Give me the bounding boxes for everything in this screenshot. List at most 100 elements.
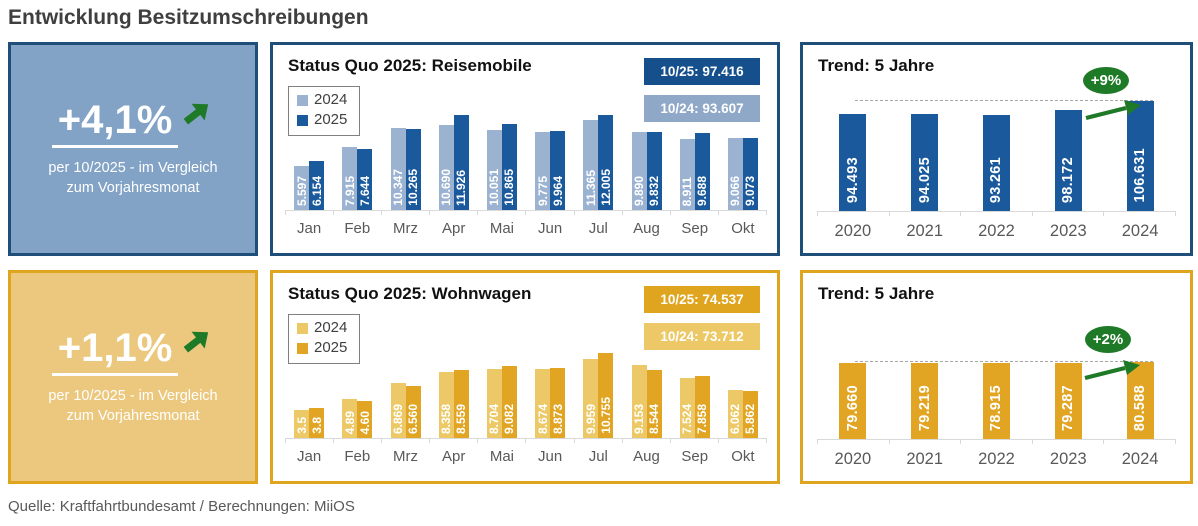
bar-2025-Okt: 9.073	[742, 138, 758, 210]
axis-tick	[890, 440, 962, 444]
axis-tick	[623, 439, 671, 443]
bar-2025-Jan: 6.154	[309, 161, 325, 210]
axis-tick	[671, 439, 719, 443]
axis-category-label: Jan	[297, 220, 322, 237]
kpi-card-reisemobile: +4,1% per 10/2025 - im Vergleich zum Vor…	[8, 42, 258, 256]
total-badge-2024: 10/24: 93.607	[644, 95, 760, 122]
bar-value-label: 10.347	[391, 169, 405, 206]
bar-value-label: 80.588	[1131, 384, 1148, 431]
axis-category-label: Apr	[442, 220, 466, 237]
total-badge-2024: 10/24: 73.712	[644, 323, 760, 350]
bar-2024: 80.588	[1126, 362, 1154, 439]
kpi-content: +4,1% per 10/2025 - im Vergleich zum Vor…	[11, 45, 255, 253]
bar-value-label: 9.153	[632, 403, 647, 434]
axis-category-label: 2021	[906, 450, 944, 468]
trend-bar-plot: 94.493 94.025 93.261 98.172 106.631	[817, 98, 1176, 212]
bar-group-Okt: 6.062 5.862	[719, 338, 767, 438]
bar-2022: 78.915	[982, 363, 1010, 439]
axis-category-label: 2024	[1121, 450, 1159, 468]
bar-2024-Jun: 9.775	[535, 132, 551, 210]
bar-value-label: 8.704	[487, 403, 502, 434]
kpi-number-row: +4,1%	[51, 100, 215, 148]
axis-category-label: 2024	[1121, 222, 1159, 240]
bar-group-2021: 79.219	[889, 326, 961, 439]
bar-group-Jan: 3.5 3.8	[285, 338, 333, 438]
bar-value-label: 11.926	[454, 169, 469, 206]
axis-tick	[382, 211, 431, 215]
axis-category-label: 2020	[834, 222, 872, 240]
bar-value-label: 10.690	[439, 169, 454, 206]
legend-label-2024: 2024	[314, 319, 348, 336]
bar-2025-Apr: 8.559	[453, 370, 469, 438]
bar-2024-Aug: 9.153	[631, 365, 647, 438]
bar-value-label: 106.631	[1131, 148, 1148, 203]
axis-category-label: Feb	[344, 220, 371, 237]
bar-value-label: 8.358	[439, 403, 454, 434]
status-quo-card-reisemobile: Status Quo 2025: Reisemobile 2024 2025 1…	[270, 42, 780, 256]
bar-value-label: 6.062	[728, 403, 743, 434]
bar-2024-Okt: 6.062	[727, 390, 743, 438]
bar-value-label: 7.915	[342, 175, 357, 206]
axis-tick	[719, 439, 767, 443]
bar-2024-Jul: 9.959	[583, 359, 599, 438]
axis-tick	[818, 440, 890, 444]
bar-group-2024: 80.588	[1104, 326, 1176, 439]
legend: 2024 2025	[288, 314, 361, 364]
bar-group-Okt: 9.066 9.073	[719, 110, 767, 210]
bar-group-2023: 79.287	[1032, 326, 1104, 439]
bar-group-Sep: 7.524 7.858	[671, 338, 719, 438]
axis-ticks	[285, 439, 767, 443]
bar-2024-Sep: 8.911	[679, 139, 695, 210]
bar-value-label: 9.688	[695, 175, 710, 206]
bar-2025-Feb: 4.60	[357, 401, 373, 438]
bar-value-label: 3.5	[294, 417, 309, 434]
axis-tick	[286, 439, 335, 443]
axis-tick	[1033, 440, 1105, 444]
bar-value-label: 9.832	[647, 175, 662, 206]
axis-tick	[961, 212, 1033, 216]
axis-tick	[1104, 212, 1176, 216]
bar-2020: 79.660	[839, 363, 867, 439]
axis-category-label: Okt	[731, 448, 755, 465]
source-note: Quelle: Kraftfahrtbundesamt / Berechnung…	[8, 498, 355, 515]
axis-category-label: Mai	[489, 448, 514, 465]
bar-value-label: 78.915	[988, 384, 1005, 431]
bar-group-2023: 98.172	[1032, 98, 1104, 211]
bar-group-Jun: 9.775 9.964	[526, 110, 574, 210]
bar-value-label: 7.524	[680, 403, 695, 434]
axis-category-label: 2023	[1049, 450, 1087, 468]
bar-2025-Jun: 8.873	[550, 368, 566, 438]
axis-category-label: Jun	[538, 448, 563, 465]
axis-tick	[334, 211, 383, 215]
growth-arrow-icon	[1084, 360, 1140, 380]
bar-2025-Mrz: 10.265	[405, 129, 421, 210]
bar-value-label: 5.862	[743, 403, 758, 434]
axis-tick	[575, 211, 623, 215]
axis-tick	[671, 211, 719, 215]
total-badge-2025: 10/25: 97.416	[644, 58, 760, 85]
bar-value-label: 79.660	[844, 384, 861, 431]
bar-group-2022: 78.915	[961, 326, 1033, 439]
axis-category-label: Apr	[442, 448, 466, 465]
bar-group-2021: 94.025	[889, 98, 961, 211]
kpi-content: +1,1% per 10/2025 - im Vergleich zum Vor…	[11, 273, 255, 481]
legend-label-2025: 2025	[314, 111, 348, 129]
axis-category-label: Aug	[633, 220, 660, 237]
kpi-caption: per 10/2025 - im Vergleich zum Vorjahres…	[48, 386, 217, 427]
chart-title: Trend: 5 Jahre	[818, 284, 935, 303]
bar-2024-Mai: 10.051	[486, 130, 502, 210]
legend-swatch-2024	[297, 322, 308, 334]
axis-category-label: Jan	[297, 448, 322, 465]
chart-title: Status Quo 2025: Reisemobile	[288, 56, 532, 75]
legend-swatch-2024	[297, 94, 308, 106]
bar-value-label: 9.890	[632, 175, 647, 206]
kpi-number-row: +1,1%	[51, 328, 215, 376]
axis-tick	[1033, 212, 1105, 216]
axis-category-label: Sep	[681, 448, 709, 465]
axis-tick	[334, 439, 383, 443]
bar-value-label: 9.073	[743, 175, 758, 206]
axis-category-label: Mrz	[393, 448, 418, 465]
bar-value-label: 9.082	[502, 403, 517, 434]
bar-group-Apr: 10.690 11.926	[430, 110, 478, 210]
bar-2024-Mai: 8.704	[486, 369, 502, 438]
